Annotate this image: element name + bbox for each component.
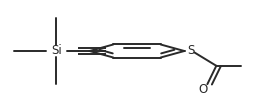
Text: O: O [198, 83, 207, 96]
Text: Si: Si [51, 44, 62, 58]
Text: S: S [187, 44, 194, 58]
